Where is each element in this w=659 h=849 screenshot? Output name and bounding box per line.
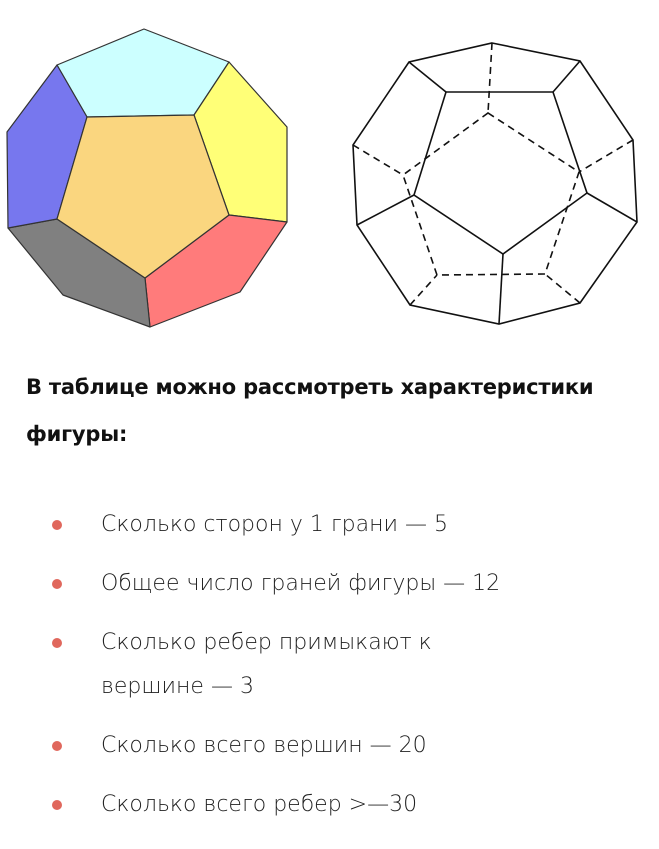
wireframe-dodecahedron-image [352,42,638,325]
hidden-edges [352,42,634,306]
bullet-icon [52,741,62,751]
characteristics-list: Сколько сторон у 1 грани — 5 Общее число… [0,503,659,842]
list-item: Сколько ребер примыкают к вершине — 3 [0,621,521,709]
bullet-icon [52,579,62,589]
list-item-text: Общее число граней фигуры — 12 [101,571,501,596]
list-item-text: Сколько всего ребер >—30 [101,792,418,817]
list-item: Сколько всего ребер >—30 [0,783,571,827]
face-center [56,114,230,279]
section-heading: В таблице можно рассмотреть характеристи… [26,375,594,446]
list-item: Общее число граней фигуры — 12 [0,562,571,606]
visible-edges [352,42,638,325]
list-item-text: Сколько всего вершин — 20 [101,733,427,758]
bullet-icon [52,520,62,530]
list-item: Сколько всего вершин — 20 [0,724,571,768]
list-item: Сколько сторон у 1 грани — 5 [0,503,571,547]
colored-dodecahedron-image [6,28,288,328]
list-item-text: Сколько ребер примыкают к вершине — 3 [101,630,432,699]
bullet-icon [52,800,62,810]
bullet-icon [52,638,62,648]
dodecahedron-illustrations [6,28,638,328]
list-item-text: Сколько сторон у 1 грани — 5 [101,512,448,537]
